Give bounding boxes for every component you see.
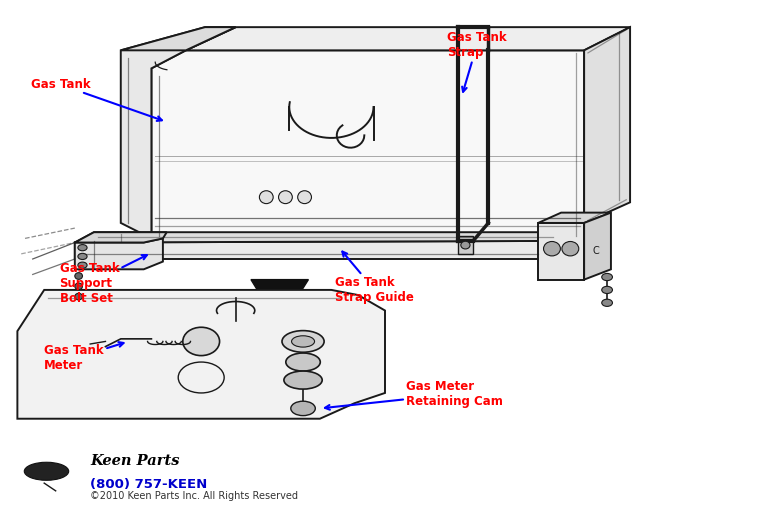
Polygon shape	[584, 27, 630, 223]
Polygon shape	[251, 280, 309, 326]
Ellipse shape	[460, 241, 470, 249]
Ellipse shape	[259, 191, 273, 204]
Text: Keen Parts: Keen Parts	[90, 454, 179, 468]
Polygon shape	[75, 232, 167, 242]
Text: (800) 757-KEEN: (800) 757-KEEN	[90, 478, 207, 491]
Text: Gas Tank
Strap: Gas Tank Strap	[447, 31, 507, 92]
Ellipse shape	[75, 283, 82, 290]
Ellipse shape	[78, 244, 87, 251]
Ellipse shape	[279, 191, 293, 204]
Ellipse shape	[78, 262, 87, 268]
Ellipse shape	[601, 299, 612, 307]
Ellipse shape	[286, 353, 320, 371]
Text: Gas Tank
Meter: Gas Tank Meter	[44, 342, 123, 372]
Polygon shape	[538, 212, 611, 223]
Polygon shape	[186, 27, 630, 50]
Ellipse shape	[182, 327, 219, 355]
Ellipse shape	[25, 462, 69, 480]
Text: Gas Tank
Support
Bolt Set: Gas Tank Support Bolt Set	[59, 255, 147, 305]
Ellipse shape	[292, 336, 314, 347]
Ellipse shape	[544, 241, 561, 256]
Text: Gas Meter
Retaining Cam: Gas Meter Retaining Cam	[325, 380, 504, 410]
Text: ©2010 Keen Parts Inc. All Rights Reserved: ©2010 Keen Parts Inc. All Rights Reserve…	[90, 491, 298, 501]
Text: C: C	[592, 246, 599, 256]
Ellipse shape	[601, 274, 612, 281]
Ellipse shape	[298, 191, 312, 204]
Ellipse shape	[282, 330, 324, 352]
Text: Gas Tank
Strap Guide: Gas Tank Strap Guide	[335, 252, 414, 304]
Polygon shape	[152, 50, 584, 238]
Ellipse shape	[291, 401, 315, 415]
Ellipse shape	[284, 371, 322, 389]
Polygon shape	[18, 290, 385, 419]
Polygon shape	[75, 236, 561, 259]
Polygon shape	[75, 232, 561, 242]
Ellipse shape	[75, 272, 82, 279]
Polygon shape	[538, 223, 584, 280]
Polygon shape	[121, 27, 236, 50]
Polygon shape	[75, 238, 163, 269]
Ellipse shape	[75, 293, 82, 300]
Polygon shape	[121, 27, 236, 238]
Polygon shape	[457, 236, 473, 254]
Polygon shape	[584, 212, 611, 280]
Ellipse shape	[601, 286, 612, 294]
Ellipse shape	[562, 241, 579, 256]
Ellipse shape	[78, 253, 87, 260]
Text: Gas Tank: Gas Tank	[31, 78, 162, 121]
